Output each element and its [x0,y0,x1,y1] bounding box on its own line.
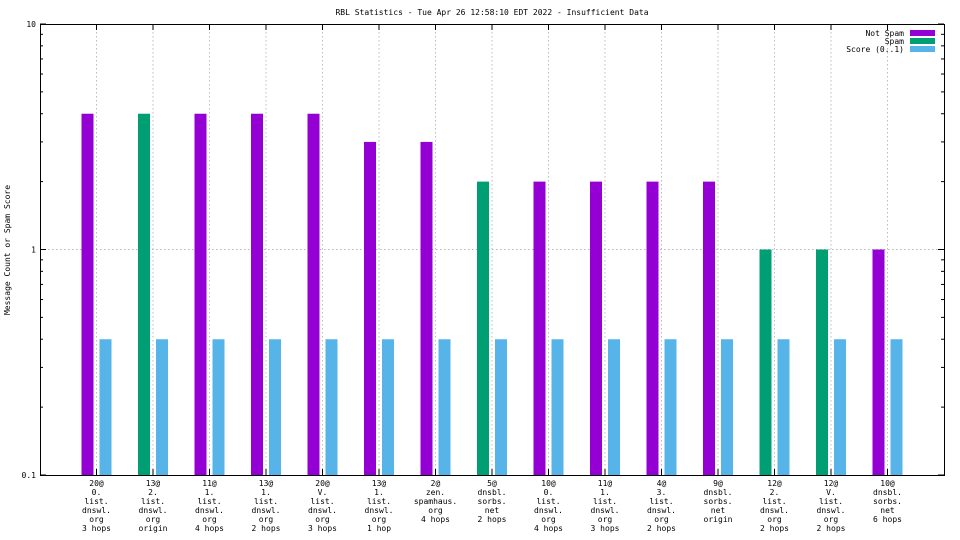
bar-not-spam [420,141,433,475]
bar-spam [138,113,150,475]
x-tick-label: 20@ V. list. dnswl. org 3 hops [308,479,337,533]
bar-score-0-1 [438,339,451,475]
bar-score-0-1 [99,339,112,475]
bar-score-0-1 [608,339,620,475]
y-tick-label: 0.1 [22,471,37,480]
bar-score-0-1 [551,339,564,475]
grid-layer [40,24,944,475]
x-tick-label: 13@ 1. list. dnswl. org 2 hops [252,479,281,533]
bar-layer [81,113,903,475]
bar-not-spam [81,113,94,475]
bar-spam [759,249,772,475]
bar-not-spam [872,249,885,475]
legend-swatch [910,38,935,44]
bar-score-0-1 [834,339,846,475]
bar-not-spam [194,113,207,475]
x-tick-label: 9@ dnsbl. sorbs. net origin [704,479,733,524]
x-tick-label: 4@ 3. list. dnswl. org 2 hops [647,479,676,533]
x-tick-label: 13@ 1. list. dnswl. org 1 hop [365,479,394,533]
y-tick-label: 1 [31,246,36,255]
y-axis-label: Message Count or Spam Score [3,185,12,315]
y-tick-labels: 0.1 1 10 [22,20,944,480]
chart-title: RBL Statistics - Tue Apr 26 12:58:10 EDT… [335,8,648,17]
bar-score-0-1 [269,339,281,475]
bar-score-0-1 [156,339,168,475]
x-tick-label: 13@ 2. list. dnswl. org origin [139,479,168,533]
legend-label: Spam [885,37,904,46]
x-tick-label: 10@ dnsbl. sorbs. net 6 hops [873,479,902,524]
bar-not-spam [364,141,376,475]
bar-score-0-1 [664,339,677,475]
x-tick-label: 11@ 1. list. dnswl. org 3 hops [591,479,620,533]
x-tick-label: 12@ 2. list. dnswl. org 2 hops [760,479,789,533]
bar-score-0-1 [721,339,733,475]
bar-spam [477,181,489,475]
x-tick-label: 12@ V. list. dnswl. org 2 hops [817,479,846,533]
legend-swatch [910,46,935,52]
bar-score-0-1 [777,339,790,475]
x-tick-label: 5@ dnsbl. sorbs. net 2 hops [478,479,507,524]
bar-score-0-1 [382,339,394,475]
bar-score-0-1 [212,339,225,475]
bar-not-spam [703,181,715,475]
x-tick-label: 11@ 1. list. dnswl. org 4 hops [195,479,224,533]
bar-score-0-1 [325,339,338,475]
x-tick-label: 20@ 0. list. dnswl. org 3 hops [82,479,111,533]
bar-not-spam [533,181,546,475]
legend-label: Score (0..1) [846,45,904,54]
bar-not-spam [590,181,602,475]
bar-not-spam [646,181,659,475]
legend-swatch [910,30,935,36]
bar-not-spam [307,113,320,475]
x-tick-labels: 20@ 0. list. dnswl. org 3 hops 13@ 2. list. dnswl… [82,24,902,533]
plot-frame [40,24,945,476]
bar-score-0-1 [890,339,903,475]
bar-score-0-1 [495,339,507,475]
bar-spam [816,249,828,475]
bar-not-spam [251,113,263,475]
y-tick-label: 10 [26,20,36,29]
x-tick-label: 2@ zen. spamhaus. org 4 hops [414,479,457,524]
x-tick-label: 10@ 0. list. dnswl. org 4 hops [534,479,563,533]
legend-label: Not Spam [865,29,904,38]
